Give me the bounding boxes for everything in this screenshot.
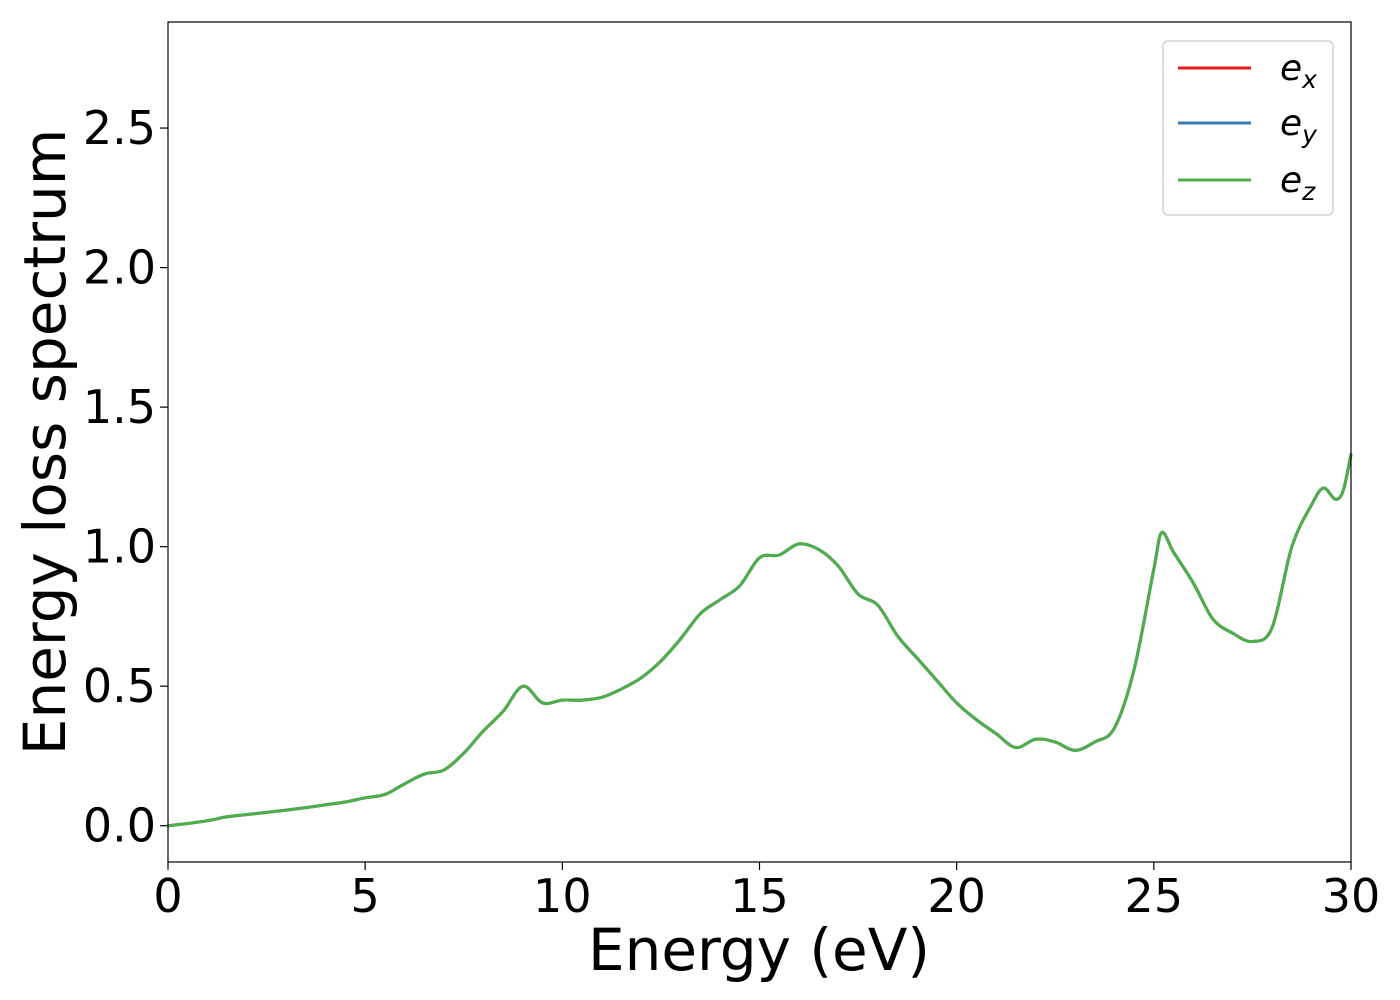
y-tick-label: 0.5 <box>83 659 156 713</box>
x-tick-label: 30 <box>1322 869 1381 923</box>
x-tick-label: 0 <box>153 869 182 923</box>
y-tick-label: 2.0 <box>83 241 156 295</box>
legend-label-main: e <box>1280 48 1302 89</box>
x-tick-label: 25 <box>1125 869 1184 923</box>
legend-box <box>1162 40 1334 216</box>
legend-label-subscript: y <box>1301 120 1318 149</box>
legend-label-subscript: z <box>1301 177 1316 206</box>
x-tick-label: 15 <box>730 869 789 923</box>
legend-label-subscript: x <box>1301 65 1317 94</box>
y-tick-label: 0.0 <box>83 799 156 853</box>
y-axis-ticks: 0.0 0.5 1.0 1.5 2.0 2.5 <box>83 101 168 853</box>
y-tick-label: 2.5 <box>83 101 156 155</box>
x-tick-label: 10 <box>533 869 592 923</box>
y-axis-label: Energy loss spectrum <box>11 129 79 755</box>
x-axis-ticks: 0 5 10 15 20 25 30 <box>153 862 1380 923</box>
legend-label-main: e <box>1280 103 1302 144</box>
series-line-ez <box>166 453 1353 828</box>
x-tick-label: 20 <box>927 869 986 923</box>
x-axis-label: Energy (eV) <box>588 916 930 984</box>
legend-label-ey: ey <box>1280 103 1318 149</box>
y-tick-label: 1.0 <box>83 520 156 574</box>
y-tick-label: 1.5 <box>83 380 156 434</box>
series-group <box>166 453 1353 828</box>
legend-label-main: e <box>1280 160 1302 201</box>
x-tick-label: 5 <box>351 869 380 923</box>
legend-label-ez: ez <box>1280 160 1316 206</box>
legend-label-ex: ex <box>1280 48 1317 94</box>
